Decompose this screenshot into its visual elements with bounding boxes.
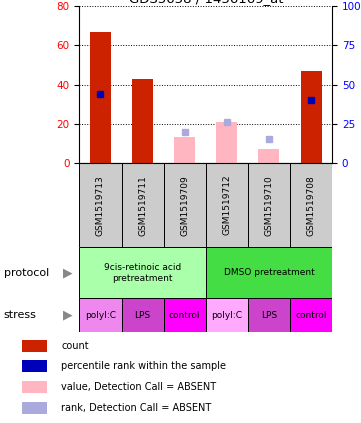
Text: GSM1519708: GSM1519708 bbox=[306, 175, 316, 236]
Text: GSM1519710: GSM1519710 bbox=[265, 175, 273, 236]
Bar bbox=[206, 298, 248, 332]
Text: ▶: ▶ bbox=[63, 266, 73, 279]
Text: GSM1519709: GSM1519709 bbox=[180, 175, 189, 236]
Bar bbox=[206, 163, 248, 247]
Bar bbox=[122, 163, 164, 247]
Bar bbox=[216, 122, 237, 163]
Text: DMSO pretreatment: DMSO pretreatment bbox=[223, 268, 314, 277]
Text: LPS: LPS bbox=[135, 310, 151, 320]
Bar bbox=[258, 149, 279, 163]
Bar bbox=[122, 298, 164, 332]
Title: GDS5658 / 1456169_at: GDS5658 / 1456169_at bbox=[129, 0, 283, 5]
Bar bbox=[248, 163, 290, 247]
Text: LPS: LPS bbox=[261, 310, 277, 320]
Text: GSM1519711: GSM1519711 bbox=[138, 175, 147, 236]
Bar bbox=[79, 163, 122, 247]
Text: count: count bbox=[61, 341, 89, 351]
Bar bbox=[174, 137, 195, 163]
Text: value, Detection Call = ABSENT: value, Detection Call = ABSENT bbox=[61, 382, 217, 392]
Bar bbox=[164, 163, 206, 247]
Bar bbox=[22, 360, 47, 372]
Text: control: control bbox=[295, 310, 327, 320]
Bar bbox=[90, 32, 111, 163]
Bar bbox=[79, 298, 122, 332]
Text: GSM1519713: GSM1519713 bbox=[96, 175, 105, 236]
Bar bbox=[22, 340, 47, 352]
Bar bbox=[79, 247, 206, 298]
Text: 9cis-retinoic acid
pretreatment: 9cis-retinoic acid pretreatment bbox=[104, 263, 181, 283]
Text: protocol: protocol bbox=[4, 268, 49, 278]
Bar bbox=[22, 402, 47, 414]
Text: ▶: ▶ bbox=[63, 309, 73, 321]
Text: control: control bbox=[169, 310, 200, 320]
Bar bbox=[22, 381, 47, 393]
Bar bbox=[290, 298, 332, 332]
Bar bbox=[300, 71, 322, 163]
Text: polyI:C: polyI:C bbox=[85, 310, 116, 320]
Text: GSM1519712: GSM1519712 bbox=[222, 175, 231, 236]
Bar bbox=[164, 298, 206, 332]
Bar bbox=[248, 298, 290, 332]
Text: stress: stress bbox=[4, 310, 36, 320]
Text: polyI:C: polyI:C bbox=[211, 310, 242, 320]
Bar bbox=[290, 163, 332, 247]
Bar bbox=[132, 79, 153, 163]
Text: percentile rank within the sample: percentile rank within the sample bbox=[61, 361, 226, 371]
Text: rank, Detection Call = ABSENT: rank, Detection Call = ABSENT bbox=[61, 403, 212, 413]
Bar bbox=[206, 247, 332, 298]
